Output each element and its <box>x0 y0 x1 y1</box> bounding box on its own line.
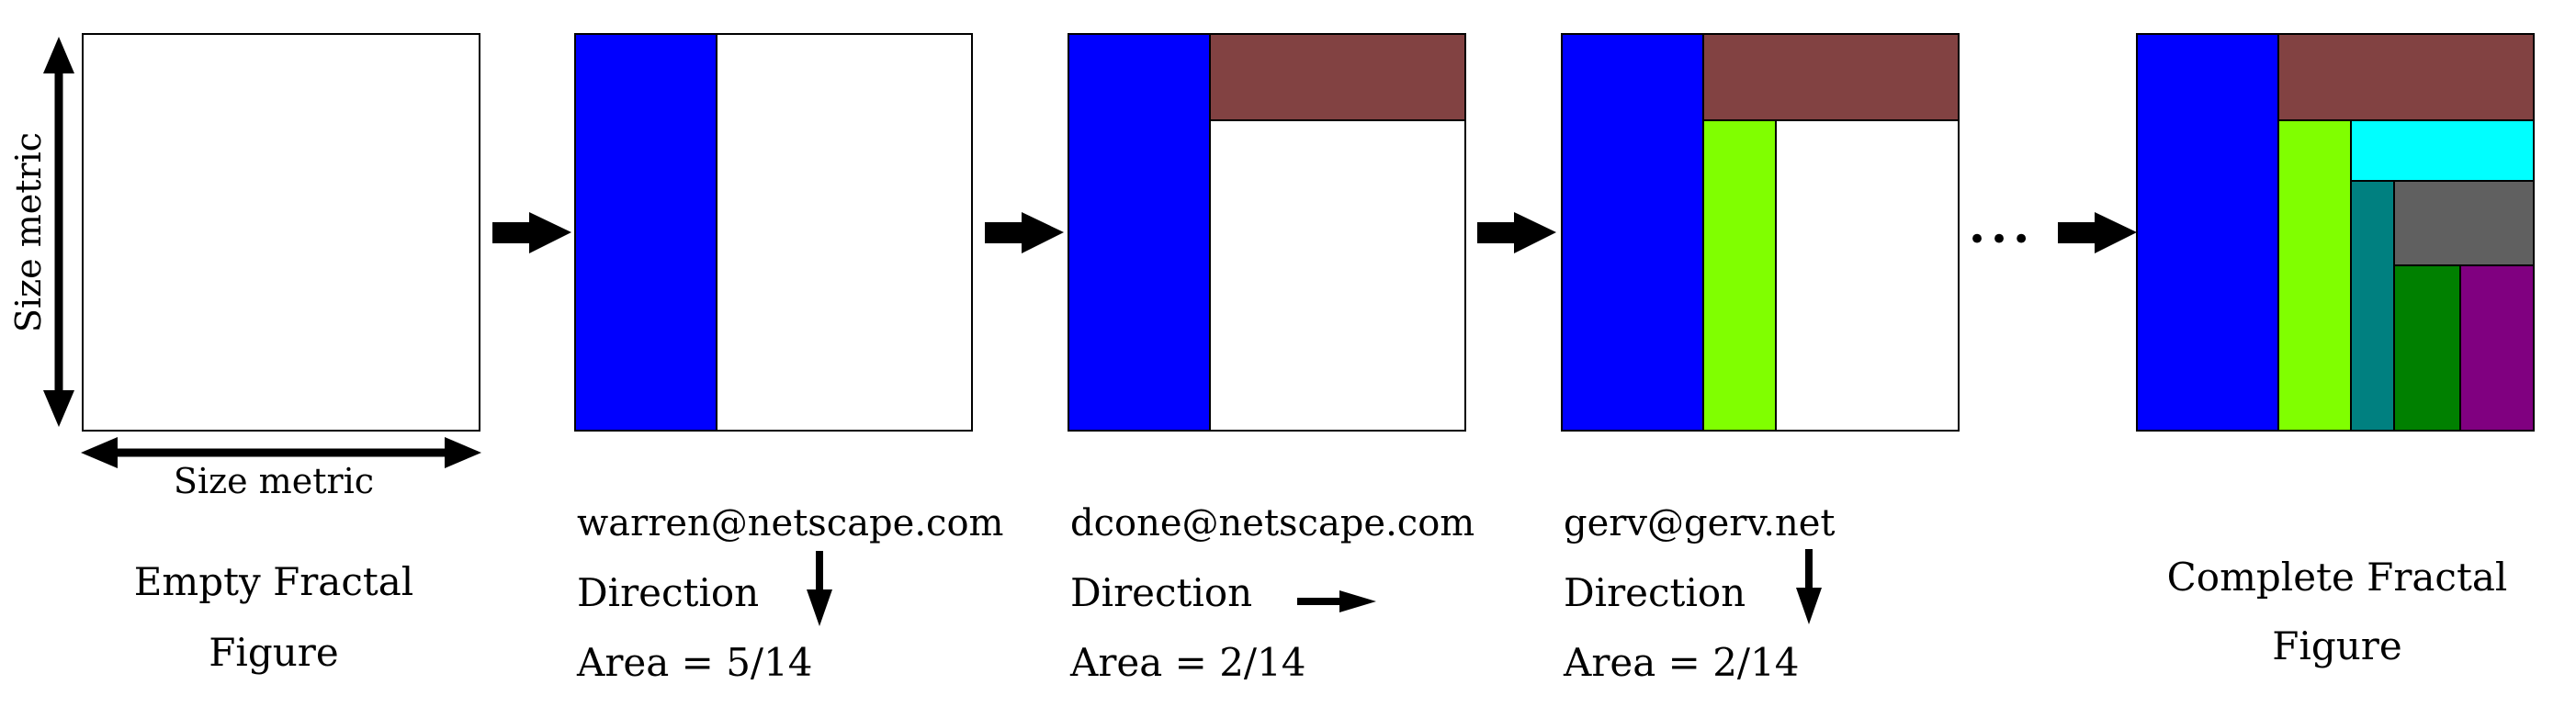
block-warren <box>1561 33 1704 432</box>
panel-step-gerv: gerv@gerv.net Direction Area = 2/14 <box>1561 33 1960 685</box>
flow-arrow-3 <box>1477 212 1556 253</box>
arrow-down-icon <box>807 551 832 626</box>
step-4-direction-label: Direction <box>1564 570 1746 615</box>
vertical-axis-label: Size metric <box>8 132 49 332</box>
step-4-email: gerv@gerv.net <box>1564 502 1835 544</box>
block-teal <box>2350 180 2395 432</box>
block-cyan <box>2350 119 2535 182</box>
step-4-area: Area = 2/14 <box>1563 640 1800 685</box>
empty-fractal-box <box>82 33 480 432</box>
block-warren <box>2136 33 2279 432</box>
block-warren <box>574 33 717 432</box>
horizontal-size-arrow <box>81 437 481 468</box>
block-dcone <box>2277 33 2535 121</box>
step-2-area: Area = 5/14 <box>576 640 813 685</box>
step-3-area: Area = 2/14 <box>1069 640 1306 685</box>
step-2-email: warren@netscape.com <box>577 502 1003 544</box>
block-purple <box>2459 264 2535 432</box>
step-5-caption-line1: Complete Fractal <box>2167 555 2508 600</box>
panel-step-warren: warren@netscape.com Direction Area = 5/1… <box>574 33 1003 685</box>
flow-arrow-1 <box>492 212 571 253</box>
block-gray <box>2393 180 2535 266</box>
block-gerv <box>2277 119 2352 432</box>
step-3-direction-label: Direction <box>1070 570 1252 615</box>
ellipsis: ••• <box>1968 221 2034 258</box>
step-5-caption-line2: Figure <box>2272 623 2401 668</box>
step-1-caption-line2: Figure <box>209 630 338 675</box>
block-dcone <box>1702 33 1960 121</box>
block-green <box>2393 264 2461 432</box>
panel-step-dcone: dcone@netscape.com Direction Area = 2/14 <box>1068 33 1474 685</box>
flow-arrow-2 <box>985 212 1064 253</box>
horizontal-axis-label: Size metric <box>174 461 374 501</box>
vertical-size-arrow <box>43 37 74 427</box>
block-warren <box>1068 33 1211 432</box>
block-dcone <box>1209 33 1466 121</box>
arrow-down-icon <box>1796 549 1822 624</box>
panel-complete-fractal: Complete Fractal Figure <box>2136 33 2535 668</box>
step-2-direction-label: Direction <box>577 570 759 615</box>
flow-arrow-4 <box>2058 212 2137 253</box>
step-1-caption-line1: Empty Fractal <box>134 559 413 604</box>
arrow-right-icon <box>1297 590 1376 612</box>
block-gerv <box>1702 119 1777 432</box>
step-3-email: dcone@netscape.com <box>1070 502 1474 544</box>
panel-empty-fractal: Size metric Size metric Empty Fractal Fi… <box>8 33 481 675</box>
